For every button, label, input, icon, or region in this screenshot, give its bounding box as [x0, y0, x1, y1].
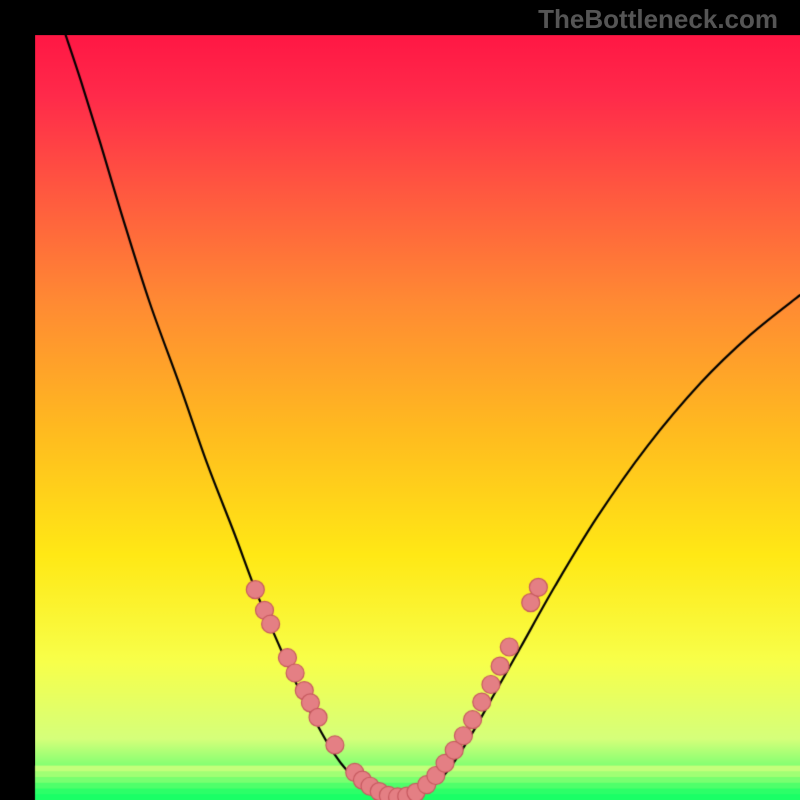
- stage: TheBottleneck.com: [0, 0, 800, 800]
- chart-canvas: [0, 0, 800, 800]
